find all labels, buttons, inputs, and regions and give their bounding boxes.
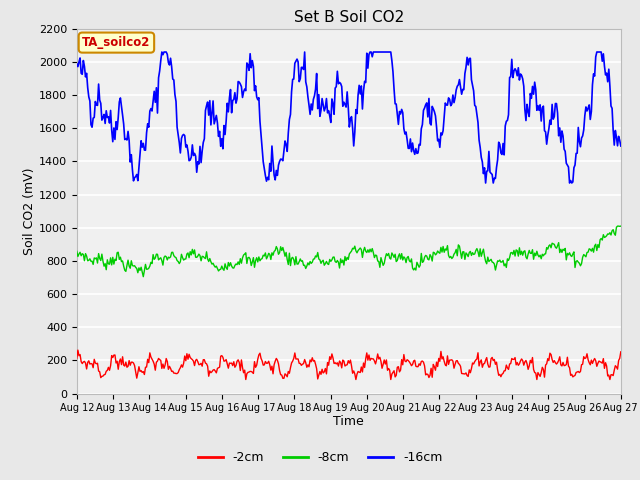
Text: TA_soilco2: TA_soilco2 xyxy=(82,36,150,49)
Y-axis label: Soil CO2 (mV): Soil CO2 (mV) xyxy=(23,168,36,255)
Legend: -2cm, -8cm, -16cm: -2cm, -8cm, -16cm xyxy=(193,446,447,469)
X-axis label: Time: Time xyxy=(333,415,364,428)
Title: Set B Soil CO2: Set B Soil CO2 xyxy=(294,10,404,25)
